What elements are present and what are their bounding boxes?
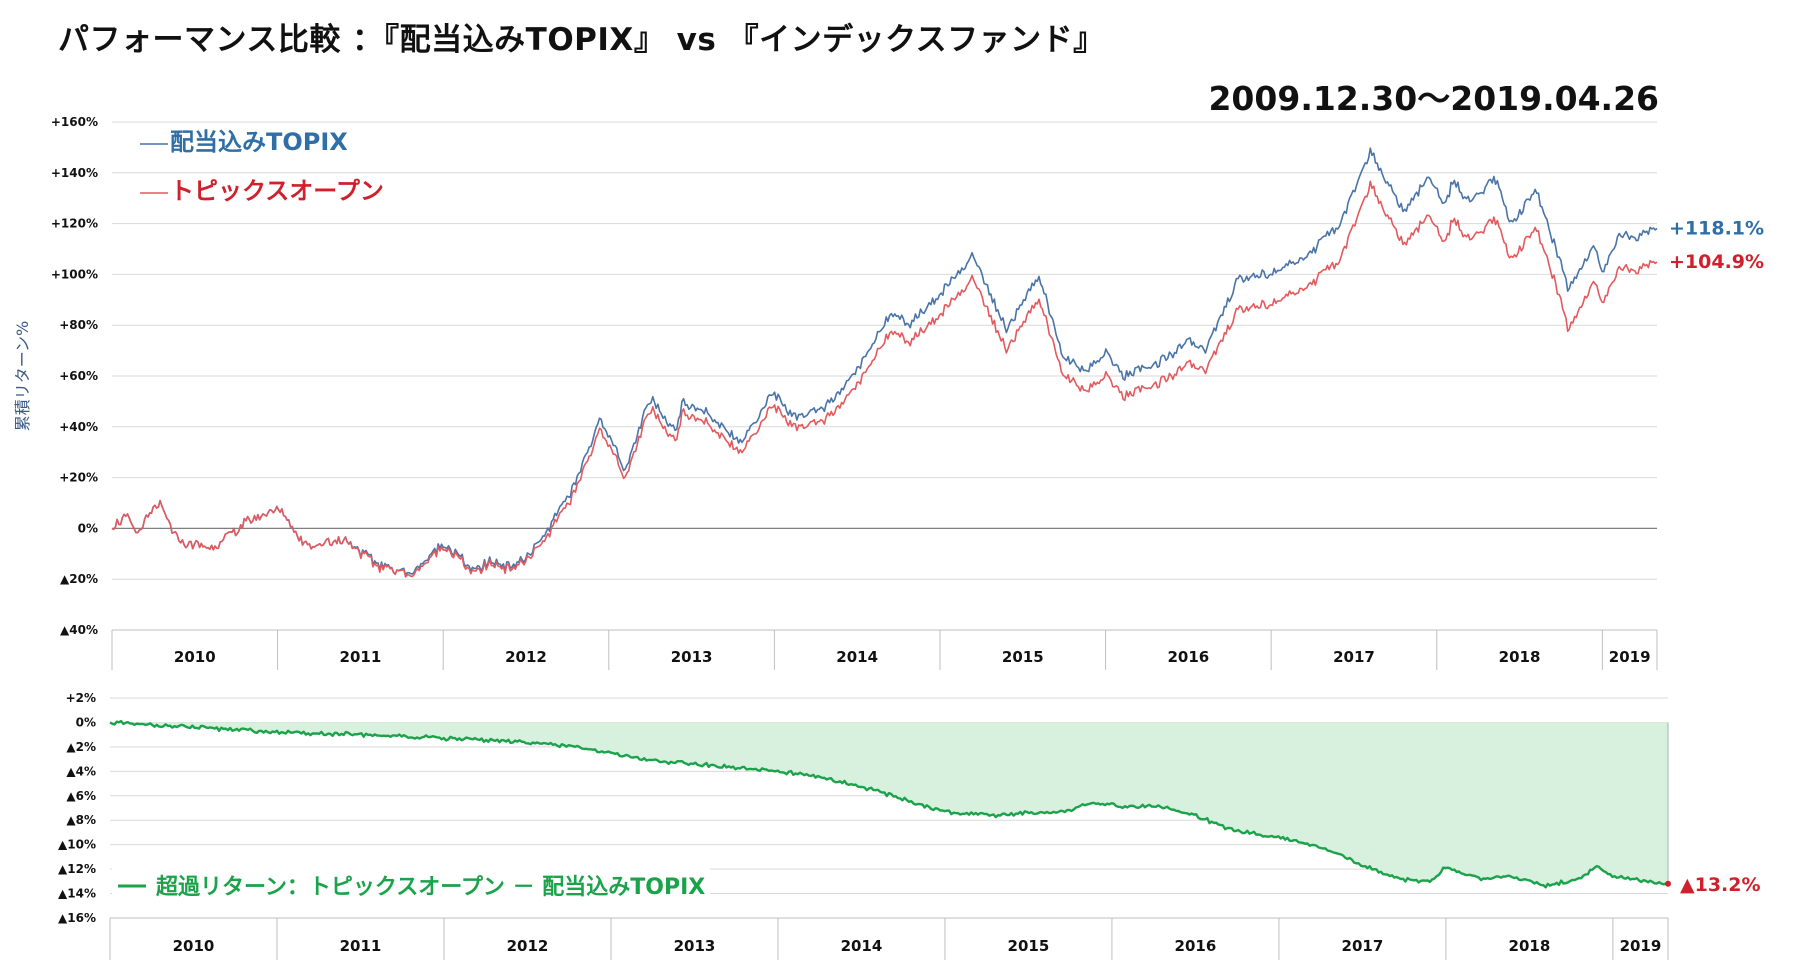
- x-tick-label: 2019: [1609, 648, 1651, 666]
- x-tick-label: 2011: [340, 648, 382, 666]
- x-tick-label: 2018: [1499, 648, 1541, 666]
- x-tick-label: 2017: [1342, 937, 1384, 955]
- y-tick-label: ▲14%: [58, 887, 96, 901]
- end-point-marker: [1665, 880, 1671, 887]
- y-tick-label: +60%: [59, 369, 98, 383]
- legend-label: 配当込みTOPIX: [170, 128, 348, 156]
- x-tick-label: 2015: [1002, 648, 1044, 666]
- x-tick-label: 2015: [1008, 937, 1050, 955]
- y-tick-label: 0%: [76, 715, 96, 729]
- excess-line: [109, 719, 1669, 889]
- x-tick-label: 2017: [1333, 648, 1375, 666]
- y-tick-label: ▲20%: [60, 572, 98, 586]
- y-tick-label: +20%: [59, 471, 98, 485]
- legend-box: [112, 866, 710, 902]
- x-tick-label: 2014: [836, 648, 878, 666]
- x-tick-label: 2019: [1620, 937, 1662, 955]
- x-tick-label: 2012: [507, 937, 549, 955]
- y-tick-label: ▲2%: [66, 740, 96, 754]
- y-tick-label: ▲12%: [58, 862, 96, 876]
- y-tick-label: ▲4%: [66, 764, 96, 778]
- y-axis-label: 累積リターン%: [13, 321, 32, 431]
- cumulative-return-chart: +160% +140% +120% +100% +80% +60% +40% +20% 0% ▲2…: [13, 115, 1764, 670]
- x-tick-label: 2010: [174, 648, 216, 666]
- x-tick-label: 2014: [841, 937, 883, 955]
- y-tick-label: 0%: [78, 521, 98, 535]
- end-value-label: ▲13.2%: [1680, 874, 1761, 896]
- y-tick-label: ▲40%: [60, 623, 98, 637]
- x-tick-label: 2016: [1175, 937, 1217, 955]
- y-tick-label: +140%: [51, 166, 98, 180]
- series-line-topix: [111, 147, 1658, 576]
- end-value-label: +104.9%: [1669, 251, 1764, 273]
- y-tick-label: ▲10%: [58, 838, 96, 852]
- x-tick-label: 2013: [674, 937, 716, 955]
- y-tick-label: +2%: [66, 691, 96, 705]
- period-label: 2009.12.30〜2019.04.26: [1208, 79, 1659, 118]
- chart-title: パフォーマンス比較 ：『配当込みTOPIX』 vs 『インデックスファンド』: [58, 22, 1105, 58]
- excess-return-chart: +2% 0% ▲2% ▲4% ▲6% ▲8% ▲10% ▲12% ▲14% ▲16% ▲13.2% 超…: [58, 691, 1761, 960]
- y-tick-label: +120%: [51, 217, 98, 231]
- legend-label: トピックスオープン: [170, 177, 384, 205]
- x-tick-label: 2012: [505, 648, 547, 666]
- y-tick-label: +160%: [51, 115, 98, 129]
- x-tick-label: 2018: [1509, 937, 1551, 955]
- x-tick-label: 2011: [340, 937, 382, 955]
- y-tick-label: +100%: [51, 267, 98, 281]
- x-tick-label: 2016: [1167, 648, 1209, 666]
- y-tick-label: ▲8%: [66, 813, 96, 827]
- legend-label: 超過リターン：トピックスオープン － 配当込みTOPIX: [156, 874, 705, 900]
- excess-area: [110, 721, 1668, 888]
- y-tick-label: +80%: [59, 318, 98, 332]
- y-tick-label: ▲6%: [66, 789, 96, 803]
- x-tick-label: 2013: [671, 648, 713, 666]
- series-line-topix-open: [111, 180, 1658, 578]
- y-tick-label: ▲16%: [58, 911, 96, 925]
- end-value-label: +118.1%: [1669, 217, 1764, 239]
- x-tick-label: 2010: [173, 937, 215, 955]
- y-tick-label: +40%: [59, 420, 98, 434]
